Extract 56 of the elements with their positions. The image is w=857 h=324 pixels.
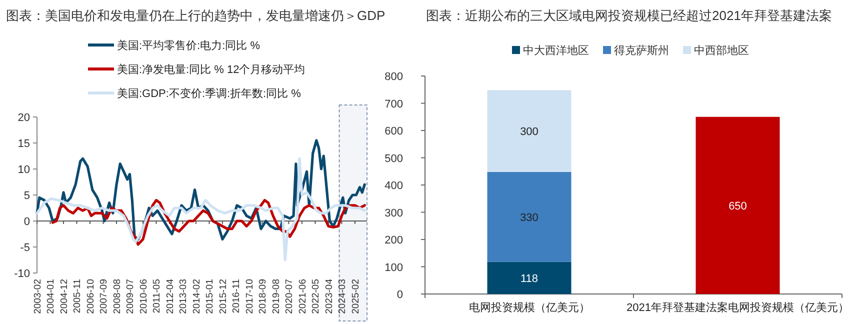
y-tick-label: 800 [384, 71, 403, 83]
y-tick-label: 10 [18, 164, 30, 176]
legend-label: 美国:平均零售价:电力:同比 % [117, 39, 260, 52]
x-tick-label: 2016-11 [231, 279, 242, 314]
y-tick-label: 600 [384, 126, 403, 138]
data-label: 330 [520, 212, 538, 224]
x-tick-label: 2015-12 [218, 279, 229, 314]
legend-label: 美国:净发电量:同比 % 12个月移动平均 [117, 63, 306, 76]
x-tick-label: 2018-09 [258, 279, 269, 314]
y-tick-label: 400 [384, 180, 403, 192]
x-tick-label: 2019-08 [270, 279, 282, 314]
legend-label: 中西部地区 [694, 44, 749, 57]
x-tick-label: 2013-03 [178, 279, 190, 314]
x-tick-label: 2020-07 [284, 279, 296, 314]
y-tick-label: -10 [14, 268, 30, 280]
x-tick-label: 2005-11 [72, 279, 84, 314]
y-tick-label: 200 [384, 234, 403, 246]
y-tick-label: 0 [396, 289, 403, 301]
x-tick-label: 2021年拜登基建法案电网投资规模（亿美元） [626, 301, 849, 314]
data-label: 650 [728, 200, 747, 212]
x-tick-label: 2024-03 [337, 279, 348, 314]
x-tick-label: 2004-01 [46, 279, 57, 314]
x-tick-label: 2023-04 [324, 279, 335, 314]
line-series [36, 157, 366, 262]
y-tick-label: 100 [384, 262, 403, 274]
x-tick-label: 2007-09 [98, 279, 110, 314]
y-tick-label: 0 [24, 216, 30, 228]
x-tick-label: 2006-10 [85, 279, 96, 314]
legend-label: 得克萨斯州 [614, 44, 669, 57]
y-tick-label: 5 [24, 190, 30, 202]
chart-title: 图表：近期公布的三大区域电网投资规模已经超过2021年拜登基建法案 [426, 8, 832, 23]
x-tick-label: 2022-05 [310, 279, 322, 314]
x-tick-label: 2017-10 [244, 279, 256, 314]
y-tick-label: 500 [384, 152, 403, 165]
x-tick-label: 2014-02 [191, 279, 202, 314]
legend-label: 美国:GDP:不变价:季调:折年数:同比 % [117, 87, 302, 100]
x-tick-label: 2012-04 [164, 279, 176, 314]
x-tick-label: 2025-02 [350, 279, 362, 314]
x-tick-label: 2008-08 [112, 279, 123, 314]
x-tick-label: 2021-06 [297, 279, 308, 314]
x-tick-label: 2004-12 [58, 279, 70, 314]
x-tick-label: 2010-06 [138, 279, 150, 314]
y-tick-label: 700 [384, 98, 403, 110]
x-tick-label: 2015-01 [204, 279, 216, 314]
chart-title: 图表：美国电价和发电量仍在上行的趋势中，发电量增速仍＞GDP [6, 8, 386, 23]
x-tick-label: 2011-05 [152, 279, 163, 314]
data-label: 300 [520, 126, 538, 138]
y-tick-label: -5 [20, 242, 30, 254]
x-tick-label: 电网投资规模（亿美元） [468, 301, 590, 314]
data-label: 118 [520, 272, 538, 285]
x-tick-label: 2003-02 [32, 279, 44, 314]
y-tick-label: 15 [18, 138, 30, 150]
x-tick-label: 2009-07 [125, 279, 136, 314]
y-tick-label: 300 [384, 207, 403, 220]
y-tick-label: 20 [18, 112, 30, 124]
legend-label: 中大西洋地区 [523, 44, 589, 57]
